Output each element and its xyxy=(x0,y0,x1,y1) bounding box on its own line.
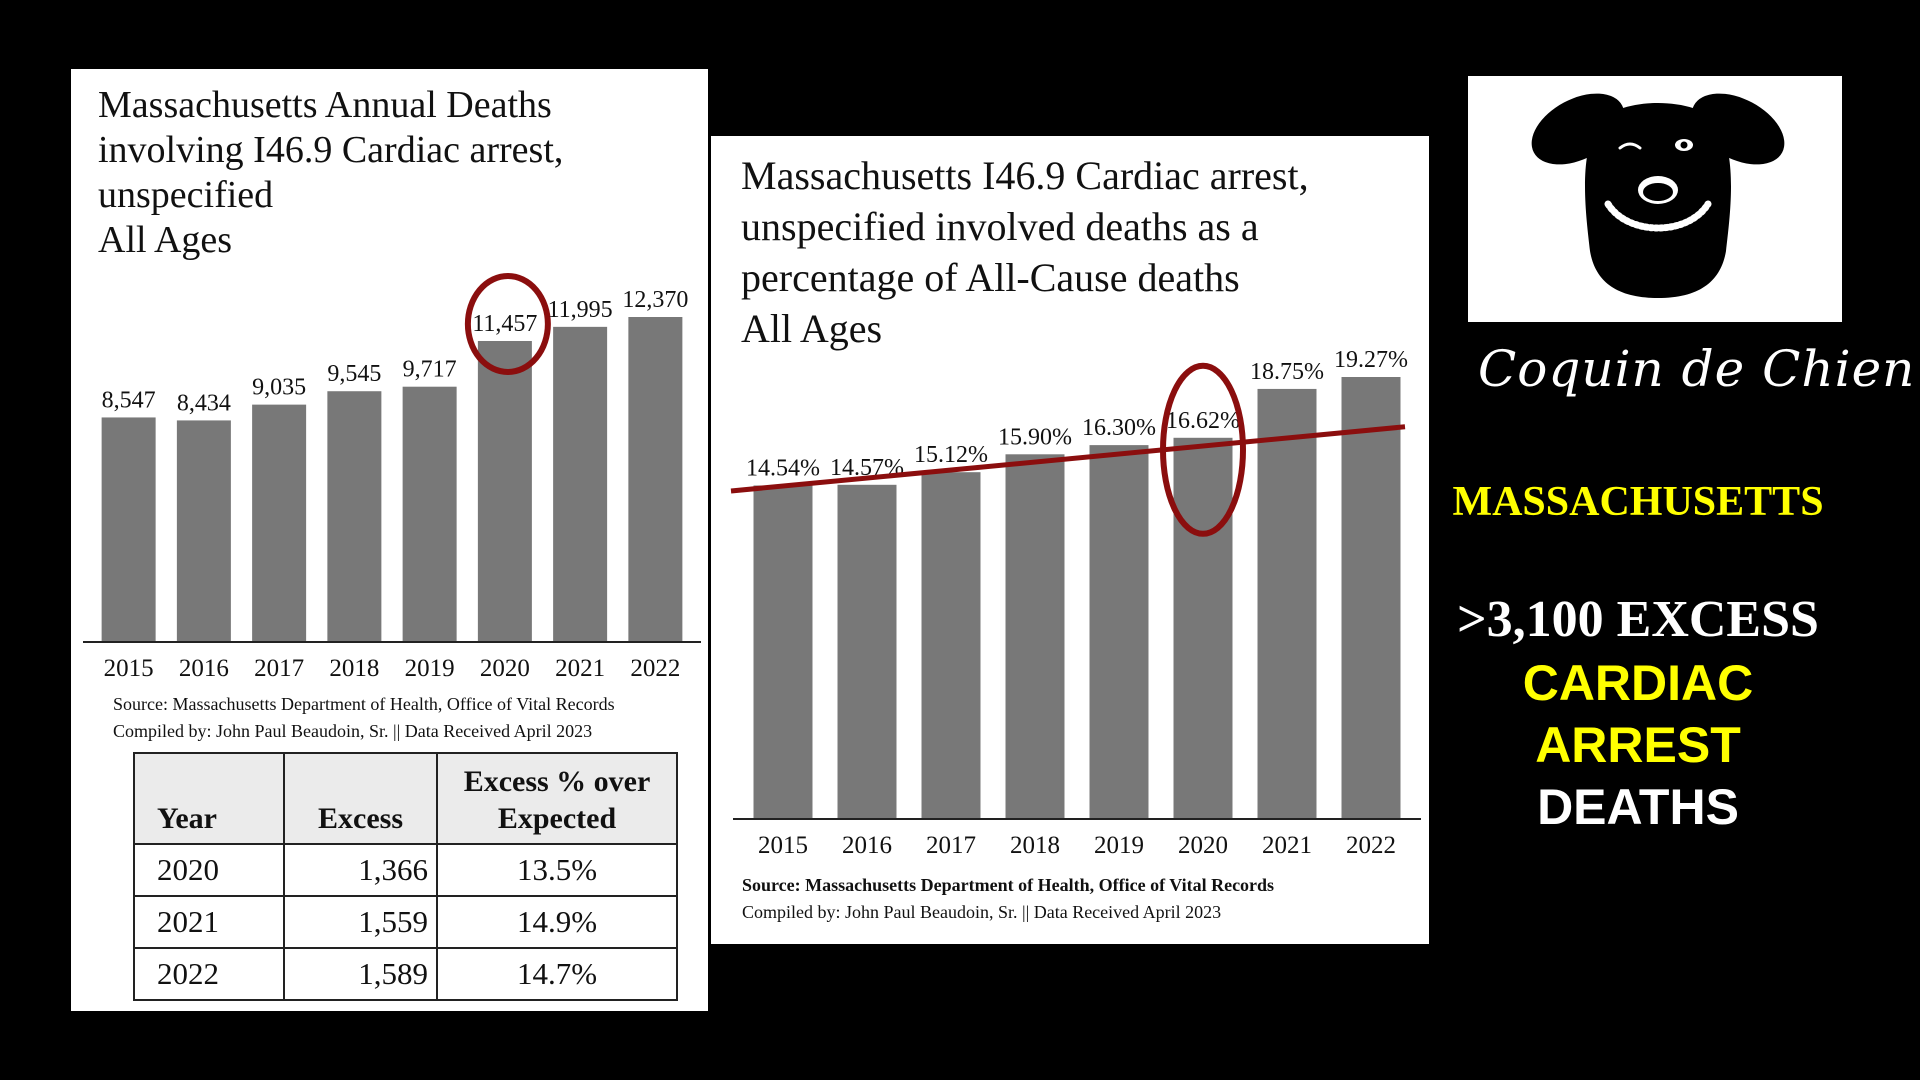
annual-deaths-title: Massachusetts Annual Deaths involving I4… xyxy=(98,83,658,263)
value-label-2018: 9,545 xyxy=(327,361,381,387)
tick-label-2015: 2015 xyxy=(758,832,808,859)
value-label-2017: 9,035 xyxy=(252,375,306,401)
tick-label-2015: 2015 xyxy=(104,655,154,682)
annual-deaths-title-line-4: All Ages xyxy=(98,219,233,261)
bar-2017 xyxy=(252,404,307,642)
percentage-title-line-4: All Ages xyxy=(741,306,883,351)
tick-label-2017: 2017 xyxy=(926,832,976,859)
percentage-panel: Massachusetts I46.9 Cardiac arrest, unsp… xyxy=(711,136,1429,944)
table-row: 2021 1,559 14.9% xyxy=(133,895,678,949)
excess-table-header-excess: Excess xyxy=(283,752,438,845)
tick-label-2022: 2022 xyxy=(630,655,680,682)
tick-label-2019: 2019 xyxy=(405,655,455,682)
excess-table-header-pct-line-2: Expected xyxy=(497,802,617,835)
value-label-2019: 9,717 xyxy=(403,357,457,383)
percentage-title-line-2: unspecified involved deaths as a xyxy=(741,204,1259,249)
annual-deaths-title-line-2: involving I46.9 Cardiac arrest, xyxy=(98,129,564,171)
percentage-title-line-1: Massachusetts I46.9 Cardiac arrest, xyxy=(741,153,1309,198)
annual-deaths-panel: Massachusetts Annual Deaths involving I4… xyxy=(71,69,708,1011)
tick-label-2020: 2020 xyxy=(1178,832,1228,859)
brand-logo xyxy=(1468,76,1842,322)
table-cell-pct: 13.5% xyxy=(436,843,678,897)
bar-2020 xyxy=(477,340,532,642)
value-label-2020: 16.62% xyxy=(1166,408,1240,434)
table-cell-excess: 1,366 xyxy=(283,843,438,897)
table-cell-pct: 14.7% xyxy=(436,947,678,1001)
trend-line xyxy=(730,424,1406,494)
tick-label-2021: 2021 xyxy=(1262,832,1312,859)
message-line-excess: >3,100 EXCESS xyxy=(1457,591,1819,648)
bar-2018 xyxy=(327,391,382,642)
excess-table-header-pct-line-1: Excess % over xyxy=(463,765,651,798)
table-row: 2022 1,589 14.7% xyxy=(133,947,678,1001)
percentage-compiled-line: Compiled by: John Paul Beaudoin, Sr. || … xyxy=(742,902,1222,922)
brand-script-name: Coquin de Chien xyxy=(1478,340,1916,398)
excess-table-header-pct: Excess % over Expected xyxy=(436,752,678,845)
state-label: MASSACHUSETTS xyxy=(1452,479,1824,525)
value-label-2022: 19.27% xyxy=(1334,347,1408,373)
bar-2015 xyxy=(101,417,156,642)
excess-table-header-row: Year Excess Excess % over Expected xyxy=(133,752,678,845)
bar-2021 xyxy=(1257,388,1317,819)
table-cell-pct: 14.9% xyxy=(436,895,678,949)
percentage-title-line-3: percentage of All-Cause deaths xyxy=(741,255,1240,300)
value-label-2015: 14.54% xyxy=(746,455,820,481)
table-row: 2020 1,366 13.5% xyxy=(133,843,678,897)
annual-deaths-source-line: Source: Massachusetts Department of Heal… xyxy=(113,694,615,714)
bar-2019 xyxy=(1089,445,1149,819)
table-cell-excess: 1,559 xyxy=(283,895,438,949)
percentage-title: Massachusetts I46.9 Cardiac arrest, unsp… xyxy=(741,150,1411,354)
message-line-cardiac: CARDIAC xyxy=(1522,655,1754,711)
value-label-2016: 8,434 xyxy=(177,390,231,416)
value-label-2019: 16.30% xyxy=(1082,415,1156,441)
table-cell-year: 2022 xyxy=(133,947,285,1001)
annual-deaths-source: Source: Massachusetts Department of Heal… xyxy=(113,691,615,745)
bar-2016 xyxy=(837,484,897,819)
message-line-arrest: ARREST xyxy=(1535,717,1741,773)
tick-label-2020: 2020 xyxy=(480,655,530,682)
bar-2019 xyxy=(402,386,457,642)
value-label-2020: 11,457 xyxy=(472,311,537,337)
bar-2020 xyxy=(1173,437,1233,819)
bar-2022 xyxy=(628,317,683,642)
percentage-bar-chart: 14.54%201514.57%201615.12%201715.90%2018… xyxy=(730,347,1421,859)
highlight-circle xyxy=(464,272,551,375)
value-label-2015: 8,547 xyxy=(102,387,156,413)
bar-2022 xyxy=(1341,377,1401,819)
bar-2015 xyxy=(753,485,813,819)
tick-label-2017: 2017 xyxy=(254,655,304,682)
dog-face-icon xyxy=(1531,93,1785,298)
value-label-2018: 15.90% xyxy=(998,424,1072,450)
bar-2016 xyxy=(176,420,231,642)
annual-deaths-title-line-1: Massachusetts Annual Deaths xyxy=(98,84,552,126)
annual-deaths-compiled-line: Compiled by: John Paul Beaudoin, Sr. || … xyxy=(113,721,593,741)
value-label-2017: 15.12% xyxy=(914,442,988,468)
message-line-deaths: DEATHS xyxy=(1537,779,1739,835)
bar-2017 xyxy=(921,472,981,819)
annual-deaths-bar-chart: 8,547 2015 8,434 2016 9,035 2017 9,545 2018 9,71… xyxy=(83,272,701,682)
excess-table-header-year: Year xyxy=(133,752,285,845)
tick-label-2019: 2019 xyxy=(1094,832,1144,859)
tick-label-2021: 2021 xyxy=(555,655,605,682)
bar-2018 xyxy=(1005,454,1065,819)
bar-2021 xyxy=(553,326,608,642)
value-label-2022: 12,370 xyxy=(622,287,688,313)
table-cell-year: 2020 xyxy=(133,843,285,897)
value-label-2021: 18.75% xyxy=(1250,359,1324,385)
value-label-2021: 11,995 xyxy=(548,297,613,323)
percentage-source: Source: Massachusetts Department of Heal… xyxy=(742,872,1274,926)
table-cell-excess: 1,589 xyxy=(283,947,438,1001)
tick-label-2022: 2022 xyxy=(1346,832,1396,859)
tick-label-2018: 2018 xyxy=(329,655,379,682)
annual-deaths-title-line-3: unspecified xyxy=(98,174,274,216)
excess-table: Year Excess Excess % over Expected 2020 … xyxy=(133,752,678,1001)
tick-label-2016: 2016 xyxy=(842,832,892,859)
tick-label-2016: 2016 xyxy=(179,655,229,682)
table-cell-year: 2021 xyxy=(133,895,285,949)
tick-label-2018: 2018 xyxy=(1010,832,1060,859)
percentage-source-line: Source: Massachusetts Department of Heal… xyxy=(742,875,1275,895)
